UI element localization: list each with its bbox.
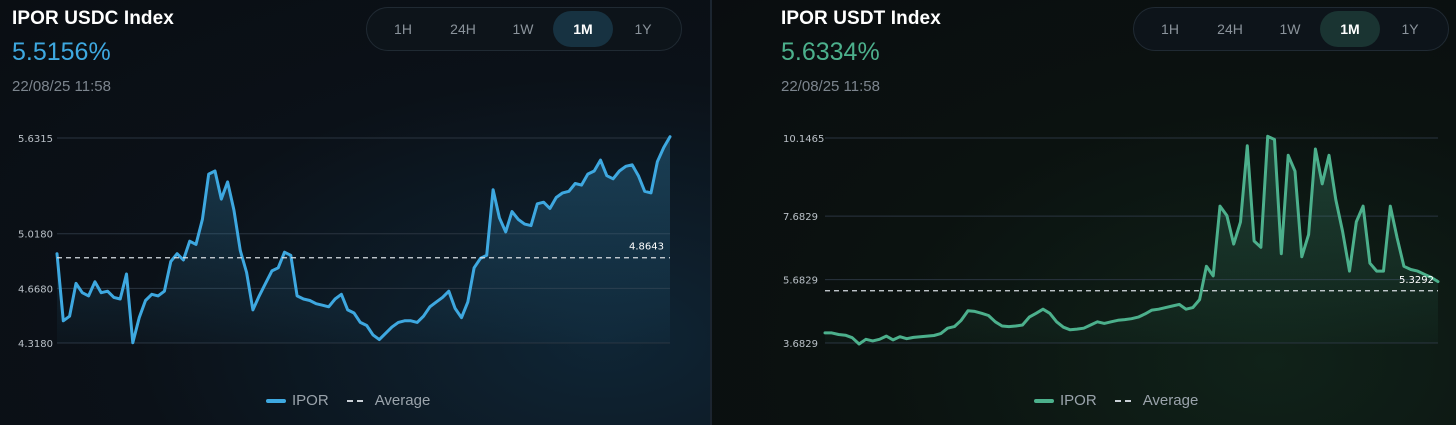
chart-legend: IPOR Average [1034,392,1198,409]
index-value: 5.6334% [781,38,880,66]
average-value-label: 5.3292 [1399,275,1434,286]
tab-24h[interactable]: 24H [450,21,476,37]
legend-average-swatch [346,399,365,402]
y-tick-label: 3.6829 [783,339,818,350]
tab-1y[interactable]: 1Y [634,21,652,37]
y-tick-label: 10.1465 [783,134,824,145]
legend-average-swatch [1114,399,1133,402]
series-line [823,134,1440,346]
timestamp: 22/08/25 11:58 [12,78,111,95]
series-area [57,136,670,343]
tab-1w[interactable]: 1W [1279,21,1301,37]
y-tick-label: 5.0180 [18,230,53,241]
tab-1m[interactable]: 1M [553,11,613,47]
usdc-index-panel: IPOR USDC Index 5.5156% 22/08/25 11:58 1… [0,0,711,425]
tab-1m[interactable]: 1M [1320,11,1380,47]
legend-series-label[interactable]: IPOR [292,392,329,409]
index-value: 5.5156% [12,38,111,66]
usdc-line-chart: 5.6315 5.0180 4.6680 4.3180 4.8643 [18,134,672,350]
series-line [55,135,672,345]
usdt-index-panel: IPOR USDT Index 5.6334% 22/08/25 11:58 1… [712,0,1456,425]
y-tick-label: 5.6829 [783,276,818,287]
timeframe-tabs: 1H 24H 1W 1M 1Y [1133,7,1449,51]
legend-series-swatch [1034,398,1054,403]
average-value-label: 4.8643 [629,242,664,253]
chart-legend: IPOR Average [266,392,430,409]
tab-24h[interactable]: 24H [1217,21,1243,37]
legend-average-label[interactable]: Average [1142,392,1199,409]
y-tick-label: 4.3180 [18,339,53,350]
legend-average-label[interactable]: Average [374,392,431,409]
tab-1h[interactable]: 1H [1161,21,1179,37]
panel-title: IPOR USDC Index [12,8,174,29]
timeframe-tabs: 1H 24H 1W 1M 1Y [366,7,682,51]
y-tick-label: 4.6680 [18,284,53,295]
legend-series-label[interactable]: IPOR [1060,392,1097,409]
legend-series-swatch [266,398,286,403]
tab-1y[interactable]: 1Y [1401,21,1419,37]
y-tick-label: 7.6829 [783,212,818,223]
usdt-line-chart: 10.1465 7.6829 5.6829 3.6829 5.3292 [783,134,1440,350]
series-area [825,136,1438,344]
timestamp: 22/08/25 11:58 [781,78,880,95]
panel-title: IPOR USDT Index [781,8,941,29]
tab-1h[interactable]: 1H [394,21,412,37]
tab-1w[interactable]: 1W [512,21,534,37]
panel-divider [710,0,712,425]
y-tick-label: 5.6315 [18,134,53,145]
